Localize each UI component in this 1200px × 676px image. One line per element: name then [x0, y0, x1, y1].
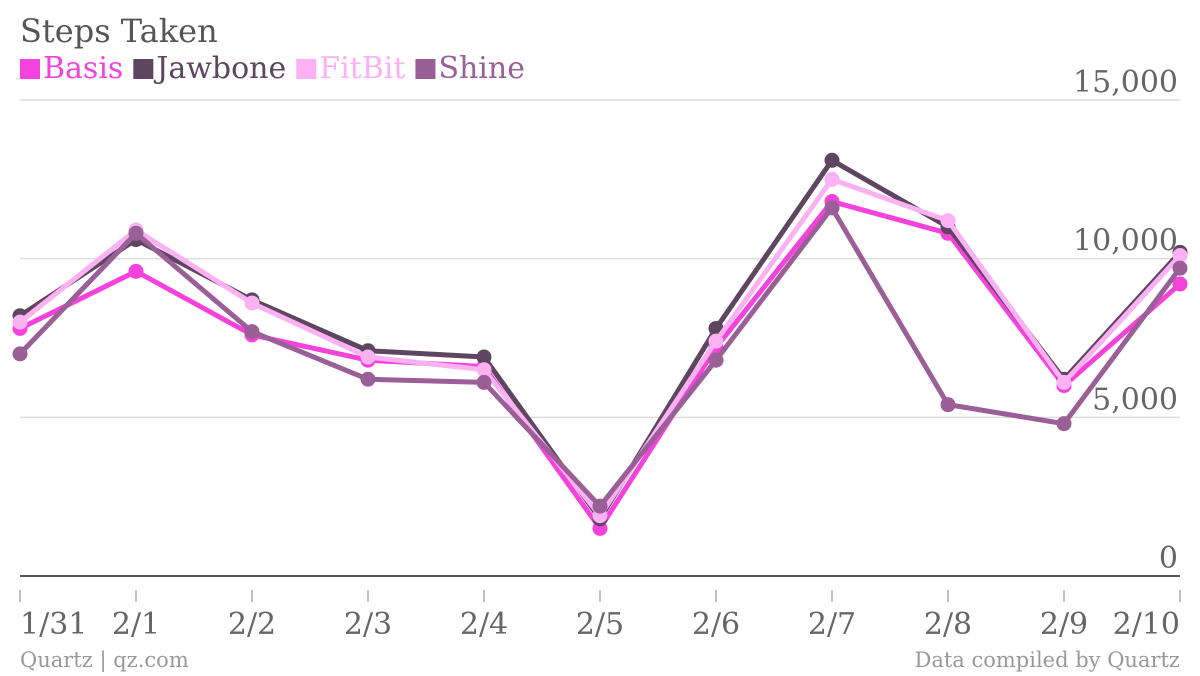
legend-swatch [20, 59, 40, 79]
data-point [824, 152, 840, 168]
series-line [18, 176, 1182, 519]
x-tick-label: 2/1 [112, 607, 160, 642]
data-point [476, 349, 492, 365]
x-axis-ticks: 1/31 2/1 2/2 2/3 2/4 2/5 2/6 2/7 2/8 2/9 2/10 [19, 590, 1181, 642]
series-jawbone [12, 152, 1188, 527]
y-tick-label: 5,000 [1092, 382, 1178, 417]
x-tick-label: 2/3 [344, 607, 392, 642]
series-fitbit [12, 171, 1188, 524]
x-tick-label: 2/5 [576, 607, 624, 642]
data-point [12, 346, 28, 362]
data-point [708, 333, 724, 349]
y-tick-label: 15,000 [1073, 65, 1178, 100]
legend-swatch [296, 59, 317, 79]
x-tick-label: 2/10 [1113, 607, 1180, 642]
legend-item: Jawbone [133, 51, 286, 86]
data-point [360, 349, 376, 365]
data-point [128, 263, 144, 279]
y-axis-ticks: 0 5,000 10,000 15,000 [1073, 65, 1178, 576]
data-point [244, 324, 260, 340]
x-tick-label: 2/9 [1040, 607, 1088, 642]
legend-label: Jawbone [153, 51, 286, 86]
series-shine [12, 200, 1188, 514]
footer-credit: Data compiled by Quartz [914, 648, 1180, 672]
data-point [128, 225, 144, 241]
legend-label: Shine [438, 51, 525, 86]
data-point [592, 498, 608, 514]
legend-swatch [415, 59, 436, 79]
x-tick-label: 2/7 [808, 607, 856, 642]
series-line [18, 199, 1182, 531]
data-point [12, 314, 28, 330]
data-point [244, 295, 260, 311]
data-point [708, 352, 724, 368]
x-tick-label: 2/6 [692, 607, 740, 642]
footer-source: Quartz | qz.com [20, 648, 189, 673]
series-basis [12, 194, 1188, 536]
series-group [12, 152, 1188, 536]
chart-title: Steps Taken [20, 12, 218, 50]
gridlines [20, 99, 1180, 577]
legend: Basis Jawbone FitBit Shine [20, 51, 525, 86]
legend-item: Basis [20, 51, 123, 86]
data-point [476, 362, 492, 378]
legend-swatch [133, 59, 154, 79]
data-point [824, 200, 840, 216]
series-line [18, 205, 1183, 509]
x-tick-label: 2/8 [924, 607, 972, 642]
data-point [1056, 374, 1072, 390]
y-tick-label: 10,000 [1073, 224, 1178, 259]
x-tick-label: 2/2 [228, 607, 276, 642]
x-tick-label: 2/4 [460, 607, 508, 642]
data-point [940, 213, 956, 229]
data-point [1172, 260, 1188, 276]
x-tick-label: 1/31 [20, 607, 87, 642]
legend-item: FitBit [296, 51, 405, 86]
data-point [360, 371, 376, 387]
legend-label: FitBit [319, 51, 405, 86]
data-point [476, 374, 492, 390]
legend-label: Basis [43, 51, 123, 86]
data-point [1172, 247, 1188, 263]
legend-item: Shine [415, 51, 525, 86]
series-line [18, 157, 1182, 522]
data-point [824, 171, 840, 187]
data-point [1056, 416, 1072, 432]
data-point [940, 397, 956, 413]
y-tick-label: 0 [1159, 541, 1178, 576]
data-point [1172, 276, 1188, 292]
